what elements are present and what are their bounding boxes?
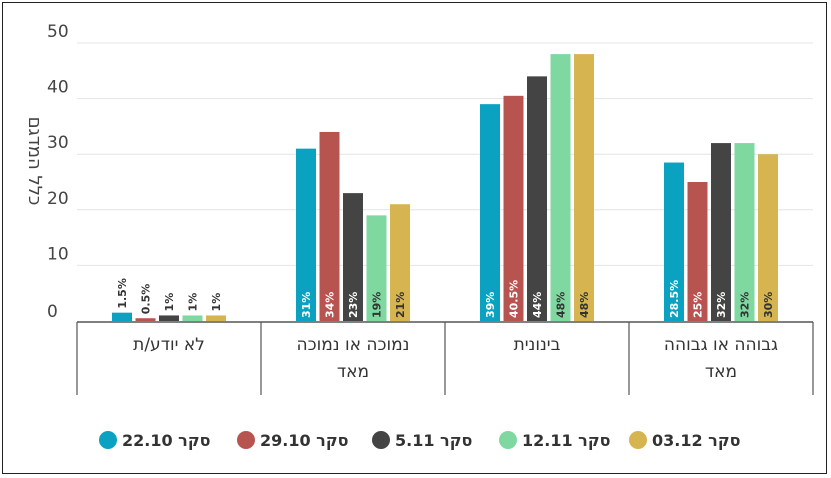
x-tick-label: מאד: [337, 362, 369, 382]
data-label: 32%: [739, 292, 752, 318]
bar: [319, 131, 340, 321]
legend-marker: [372, 431, 390, 449]
legend-marker: [237, 431, 255, 449]
y-tick-label: 0: [47, 302, 58, 322]
legend-entry: סקר 03.12: [652, 431, 740, 450]
data-label: 19%: [371, 292, 384, 318]
bar-chart: 0 10 20 30 40 50 כלל המדגם 28.5% 25% 32% 32% 30% 3…: [24, 22, 814, 450]
bar: [503, 95, 524, 321]
bar: [550, 54, 571, 322]
data-label: 21%: [394, 292, 407, 318]
data-label: 1.5%: [116, 278, 129, 309]
bar: [711, 143, 731, 321]
x-axis: גבוהה או גבוהה מאד בינונית נמוכה או נמוכה מא…: [76, 321, 814, 395]
bar: [135, 318, 156, 321]
x-tick-label: גבוהה או גבוהה: [664, 335, 778, 355]
y-tick-label: 30: [47, 133, 69, 153]
bar: [366, 215, 387, 321]
bar: [664, 162, 684, 321]
x-tick-label: בינונית: [514, 335, 561, 355]
data-label: 32%: [715, 292, 728, 318]
bar: [112, 312, 132, 321]
bar: [758, 154, 778, 321]
data-label: 30%: [762, 292, 775, 318]
bar: [480, 104, 500, 321]
data-label: 39%: [484, 292, 497, 318]
legend: סקר 22.10 סקר 29.10 סקר 5.11 סקר 12.11 סקר 0…: [99, 431, 740, 450]
data-label: 34%: [324, 292, 337, 318]
data-label: 1%: [163, 293, 176, 312]
data-label: 28.5%: [668, 280, 681, 318]
x-tick-label: מאד: [705, 362, 737, 382]
bar: [182, 315, 203, 321]
data-label: 48%: [578, 292, 591, 318]
bar: [390, 204, 410, 321]
bar: [527, 76, 547, 321]
data-label: 1%: [187, 293, 200, 312]
legend-entry: סקר 12.11: [522, 431, 610, 450]
bar: [734, 143, 755, 321]
y-tick-label: 50: [47, 22, 69, 42]
data-label: 23%: [347, 292, 360, 318]
bars: 28.5% 25% 32% 32% 30% 39% 40.5% 44% 48% 48% 31% 34%…: [112, 54, 778, 322]
bar: [206, 315, 226, 321]
legend-marker: [629, 431, 647, 449]
data-label: 44%: [531, 292, 544, 318]
legend-entry: סקר 5.11: [395, 431, 472, 450]
x-tick-label: נמוכה או נמוכה: [297, 335, 410, 355]
x-tick-label: לא יודע/ת: [133, 335, 205, 355]
y-tick-label: 40: [47, 78, 69, 98]
legend-entry: סקר 22.10: [122, 431, 210, 450]
data-label: 25%: [692, 292, 705, 318]
bar: [574, 54, 594, 322]
data-label: 0.5%: [140, 284, 153, 315]
y-axis-ticks: 0 10 20 30 40 50: [47, 22, 69, 322]
bar: [296, 148, 316, 321]
legend-entry: סקר 29.10: [260, 431, 348, 450]
y-axis-label: כלל המדגם: [24, 117, 45, 206]
data-label: 40.5%: [508, 280, 521, 318]
bar: [687, 182, 708, 321]
bar: [343, 193, 363, 321]
legend-marker: [499, 431, 517, 449]
y-tick-label: 20: [47, 189, 69, 209]
y-tick-label: 10: [47, 244, 69, 264]
bar: [159, 315, 179, 321]
data-label: 31%: [300, 292, 313, 318]
data-label: 48%: [555, 292, 568, 318]
data-label: 1%: [210, 293, 223, 312]
legend-marker: [99, 431, 117, 449]
